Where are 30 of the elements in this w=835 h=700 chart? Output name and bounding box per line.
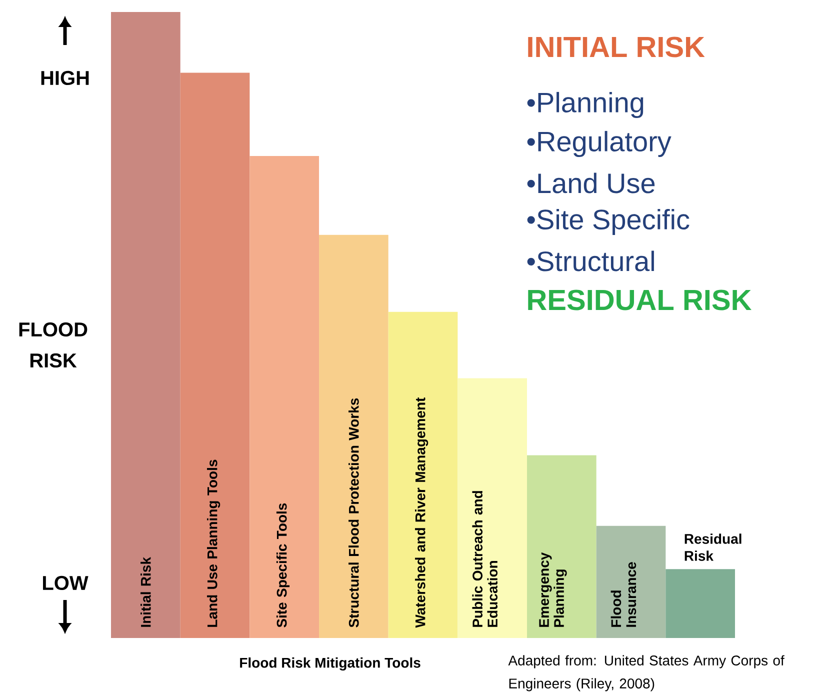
bar <box>666 569 735 638</box>
x-tick-label: Land Use Planning Tools <box>206 460 220 627</box>
x-tick-label: Residual Risk <box>684 534 742 561</box>
annotation: •Site Specific <box>527 208 690 236</box>
annotation: •Regulatory <box>527 130 672 158</box>
x-tick-label: Flood Insurance <box>610 562 636 627</box>
y-axis-title: FLOOD RISK <box>19 322 88 368</box>
x-tick-label: Site Specific Tools <box>276 503 290 628</box>
bar <box>111 12 180 638</box>
bar <box>388 312 458 638</box>
x-tick-label: Watershed and River Management <box>414 397 428 628</box>
bar <box>527 455 596 638</box>
annotation: RESIDUAL RISK <box>528 290 752 310</box>
bar <box>250 156 320 638</box>
bar <box>319 234 388 638</box>
x-axis-title: Flood Risk Mitigation Tools <box>240 657 420 671</box>
bar <box>458 378 528 638</box>
bar <box>596 526 666 638</box>
annotation: •Structural <box>527 250 654 272</box>
text: HIGH <box>41 70 89 86</box>
x-tick-label: Initial Risk <box>140 556 151 627</box>
annotation: •Planning <box>527 92 644 118</box>
bar <box>180 72 250 638</box>
x-tick-label: Public Outreach and Education <box>472 491 498 627</box>
annotation: •Land Use <box>527 172 655 194</box>
annotation: INITIAL RISK <box>528 36 705 58</box>
x-tick-label: Structural Flood Protection Works <box>348 398 359 628</box>
x-tick-label: Emergency Planning <box>539 552 567 627</box>
text: Adapted from: United States Army Corps of Engineers (Riley, 2008) <box>508 655 784 692</box>
text: LOW <box>43 576 88 590</box>
